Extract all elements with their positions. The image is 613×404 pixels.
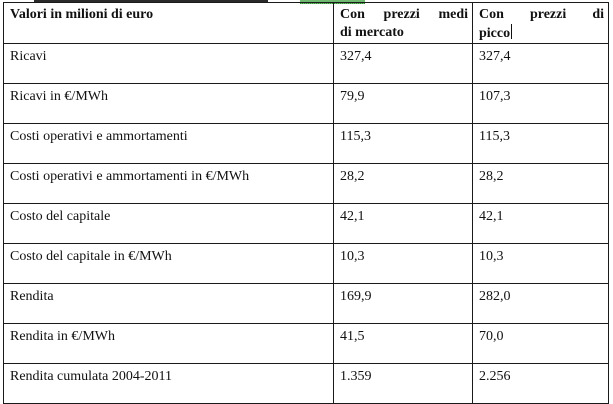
peak-value-cell: 2.256 [472, 363, 609, 404]
text-cursor [511, 24, 513, 39]
header-peak-line2: picco [479, 26, 511, 41]
table-row: Ricavi 327,4 327,4 [3, 43, 609, 84]
data-table: Valori in milioni di euro Con prezzi med… [3, 2, 609, 404]
table-row: Costo del capitale 42,1 42,1 [3, 203, 609, 244]
header-market-line1: Con prezzi medi [340, 7, 468, 22]
row-label-cell: Rendita in €/MWh [3, 323, 334, 364]
table-row: Costi operativi e ammortamenti 115,3 115… [3, 123, 609, 164]
row-label-cell: Costi operativi e ammortamenti in €/MWh [3, 163, 334, 204]
peak-value-cell: 115,3 [472, 123, 609, 164]
row-label-cell: Costo del capitale [3, 203, 334, 244]
table-row: Rendita 169,9 282,0 [3, 283, 609, 324]
market-value-cell: 1.359 [333, 363, 473, 404]
header-cell-peak-prices: Con prezzi di picco [472, 2, 609, 44]
market-value-cell: 41,5 [333, 323, 473, 364]
peak-value-cell: 70,0 [472, 323, 609, 364]
market-value-cell: 169,9 [333, 283, 473, 324]
table-row: Costo del capitale in €/MWh 10,3 10,3 [3, 243, 609, 284]
table-row: Rendita cumulata 2004-2011 1.359 2.256 [3, 363, 609, 404]
cropped-text-fragment [34, 0, 268, 2]
market-value-cell: 79,9 [333, 83, 473, 124]
peak-value-cell: 107,3 [472, 83, 609, 124]
market-value-cell: 115,3 [333, 123, 473, 164]
header-market-line2: di mercato [340, 25, 404, 40]
row-label-cell: Costo del capitale in €/MWh [3, 243, 334, 284]
header-cell-values: Valori in milioni di euro [3, 2, 334, 44]
row-label-cell: Costi operativi e ammortamenti [3, 123, 334, 164]
market-value-cell: 28,2 [333, 163, 473, 204]
row-label-cell: Rendita cumulata 2004-2011 [3, 363, 334, 404]
peak-value-cell: 282,0 [472, 283, 609, 324]
table-row: Rendita in €/MWh 41,5 70,0 [3, 323, 609, 364]
peak-value-cell: 42,1 [472, 203, 609, 244]
market-value-cell: 42,1 [333, 203, 473, 244]
table-row: Ricavi in €/MWh 79,9 107,3 [3, 83, 609, 124]
peak-value-cell: 327,4 [472, 43, 609, 84]
market-value-cell: 10,3 [333, 243, 473, 284]
row-label-cell: Ricavi [3, 43, 334, 84]
header-values-label: Valori in milioni di euro [10, 7, 154, 22]
header-cell-market-prices: Con prezzi medi di mercato [333, 2, 473, 44]
table-row: Costi operativi e ammortamenti in €/MWh … [3, 163, 609, 204]
peak-value-cell: 10,3 [472, 243, 609, 284]
row-label-cell: Rendita [3, 283, 334, 324]
row-label-cell: Ricavi in €/MWh [3, 83, 334, 124]
header-peak-line1: Con prezzi di [479, 7, 604, 22]
peak-value-cell: 28,2 [472, 163, 609, 204]
table-header-row: Valori in milioni di euro Con prezzi med… [3, 2, 609, 44]
market-value-cell: 327,4 [333, 43, 473, 84]
